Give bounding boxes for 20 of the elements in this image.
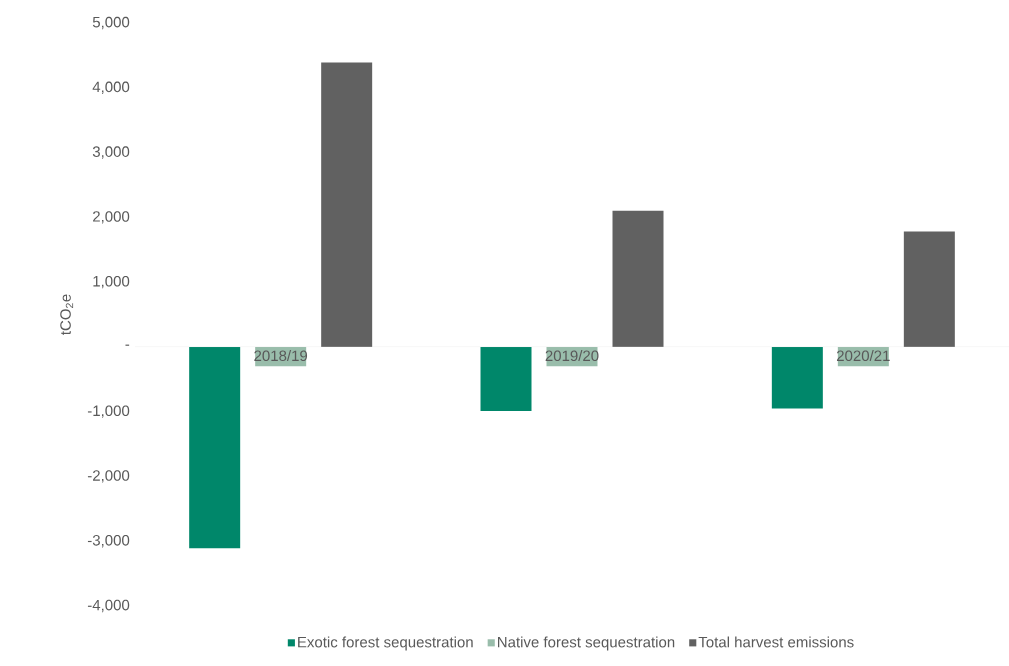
bar <box>612 210 664 347</box>
y-tick-label: -2,000 <box>87 470 130 483</box>
y-tick-label: -1,000 <box>87 405 130 418</box>
bar <box>321 62 373 347</box>
y-tick-label: 5,000 <box>92 16 130 30</box>
bar <box>903 231 955 347</box>
legend-label: Exotic forest sequestration <box>298 636 473 651</box>
y-tick-label: -3,000 <box>87 535 130 548</box>
legend-label: Total harvest emissions <box>698 636 854 648</box>
legend-label: Native forest sequestration <box>498 636 675 651</box>
y-tick-label: 2,000 <box>93 211 130 224</box>
y-tick-label: - <box>125 344 130 346</box>
bar <box>771 346 823 409</box>
y-tick-label: -4,000 <box>87 599 130 613</box>
bar <box>480 346 532 412</box>
y-tick-label: 3,000 <box>92 146 130 159</box>
y-tick-label: 4,000 <box>92 81 130 94</box>
y-axis-title: tCO$_{2}$e <box>60 294 74 335</box>
y-tick-label: 1,000 <box>93 275 130 289</box>
bar <box>189 346 241 549</box>
